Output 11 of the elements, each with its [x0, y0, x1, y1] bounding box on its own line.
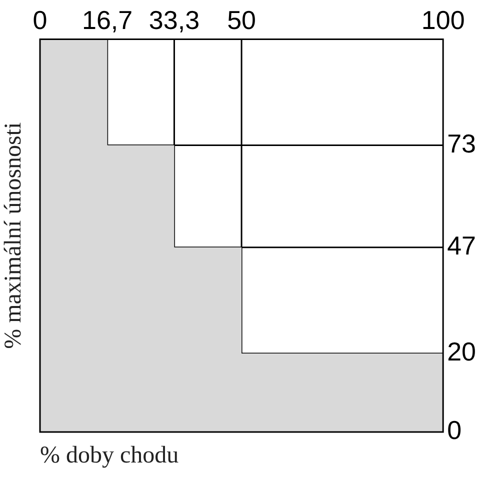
x-tick-label: 0: [32, 4, 48, 35]
x-axis-title: % doby chodu: [40, 442, 179, 468]
y-tick-label: 73: [447, 128, 476, 158]
x-tick-label: 33,3: [148, 4, 200, 35]
x-tick-label: 16,7: [82, 4, 133, 35]
x-tick-label: 100: [421, 4, 465, 35]
y-tick-label: 0: [447, 415, 462, 446]
y-tick-label: 47: [447, 230, 476, 261]
x-tick-label: 50: [227, 4, 256, 35]
y-tick-label: 20: [447, 336, 476, 367]
y-axis-title: % maximální únosnosti: [0, 122, 26, 349]
